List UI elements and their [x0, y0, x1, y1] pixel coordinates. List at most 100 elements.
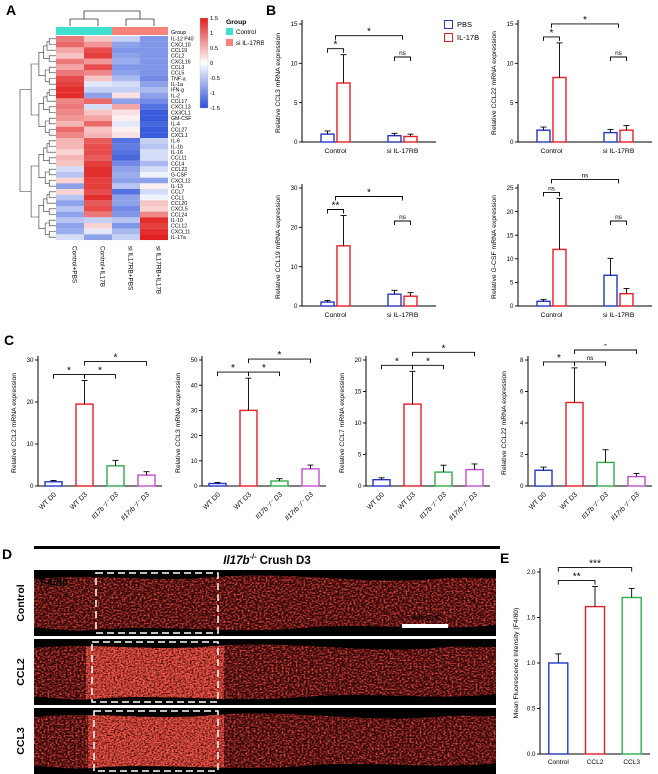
bar: [301, 468, 320, 487]
bar: [403, 403, 422, 487]
group-label: si IL-17RB: [603, 312, 635, 319]
group-annotation-cell: [84, 27, 112, 35]
gene-label: IL-16: [171, 150, 183, 156]
heatmap-cell: [140, 58, 168, 65]
bar: [403, 135, 418, 143]
heatmap-cell: [112, 194, 140, 201]
heatmap-cell: [140, 53, 168, 59]
category-label: Il17b⁻/⁻ D3: [419, 491, 448, 520]
gene-label: CXCL11: [171, 229, 190, 235]
heatmap-cell: [112, 41, 140, 48]
heatmap-cell: [112, 109, 140, 116]
gene-label: IL-10: [171, 218, 183, 224]
sig-label: **: [332, 201, 340, 212]
heatmap-cell: [84, 211, 112, 218]
heatmap-cell: [112, 172, 140, 178]
heatmap-cell: [56, 58, 84, 65]
sig-label: *: [604, 344, 608, 352]
sig-label: **: [573, 572, 581, 583]
gene-label: CXCL5: [171, 207, 188, 213]
heatmap-cell: [84, 189, 112, 195]
svg-text:10: 10: [27, 441, 34, 448]
gene-label: CXCL13: [171, 105, 191, 111]
heatmap-cell: [56, 206, 84, 212]
heatmap-cell: [140, 172, 168, 178]
sig-bracket: [557, 580, 596, 585]
scale-bar-label: 400 μm: [412, 613, 439, 622]
legend-swatch: [226, 28, 233, 35]
heatmap-cell: [140, 189, 168, 195]
heatmap-cell: [140, 217, 168, 224]
scale-tick-label: -1.5: [210, 106, 220, 112]
bar: [44, 481, 63, 487]
sig-bracket: [543, 36, 560, 41]
bar-chart-svg: 0 5 10 15 20 Relative CCL7 mRNA expression WT …: [339, 343, 490, 522]
heatmap-cell: [112, 149, 140, 156]
image-row-label: CCL2: [15, 658, 27, 686]
heatmap-cell: [84, 172, 112, 178]
gene-label: CCL20: [171, 201, 187, 207]
heatmap-cell: [84, 109, 112, 116]
svg-text:30: 30: [291, 185, 298, 192]
group-label: Control: [541, 312, 563, 319]
category-label: Il17b⁻/⁻ D3: [255, 491, 284, 520]
sig-label: ns: [615, 50, 623, 57]
heatmap-cell: [56, 217, 84, 224]
sig-bracket: [574, 361, 606, 366]
heatmap-cell: [56, 109, 84, 116]
bar-chart-svg: 0 2 4 6 8 Relative CCL22 mRNA expression WT D0…: [501, 341, 652, 522]
heatmap-cell: [56, 87, 84, 93]
svg-text:Group: Group: [171, 30, 186, 36]
category-label: WT D0: [202, 491, 222, 511]
svg-text:5: 5: [510, 100, 514, 107]
heatmap-cell: [140, 126, 168, 133]
bar-chart-c-ccl7: 0 5 10 15 20 Relative CCL7 mRNA expression WT …: [336, 343, 496, 545]
gene-label: IL-12 P40: [171, 37, 194, 43]
svg-text:0: 0: [510, 303, 514, 310]
y-axis-label: Relative CCL2 mRNA expression: [11, 373, 18, 473]
heatmap-cell: [140, 81, 168, 88]
heatmap-cell: [140, 115, 168, 122]
sig-label: *: [550, 28, 554, 39]
svg-text:20: 20: [291, 225, 298, 232]
gene-label: IFN-g: [171, 88, 184, 94]
gene-label: CCL5: [171, 71, 184, 77]
heatmap-cell: [140, 109, 168, 116]
heatmap-cell: [84, 115, 112, 122]
sig-bracket: [394, 56, 411, 61]
heatmap-cell: [56, 64, 84, 71]
bar: [565, 401, 584, 487]
heatmap-cell: [112, 155, 140, 161]
heatmap-cell: [56, 211, 84, 218]
heatmap-cell: [84, 121, 112, 127]
bar: [536, 129, 551, 143]
svg-text:30: 30: [191, 408, 198, 415]
legend-item: PBS: [444, 20, 479, 29]
heatmap-cell: [56, 200, 84, 207]
sig-label: *: [367, 188, 371, 199]
heatmap-cell: [56, 98, 84, 105]
sig-label: ns: [582, 172, 590, 179]
heatmap-cell: [56, 36, 84, 42]
panel-label-b: B: [266, 2, 277, 18]
heatmap-cell: [56, 189, 84, 195]
category-label: WT D3: [69, 491, 89, 511]
scale-tick-label: -1: [210, 91, 215, 97]
heatmap-cell: [112, 98, 140, 105]
heatmap-cell: [56, 160, 84, 167]
scale-tick-label: 1: [210, 31, 213, 37]
heatmap-cell: [84, 234, 112, 241]
legend-swatch: [444, 20, 453, 29]
category-label: WT D3: [233, 491, 253, 511]
group-label: si IL-17RB: [387, 148, 419, 155]
genotype-superscript: -/-: [249, 552, 257, 561]
svg-text:15: 15: [291, 21, 298, 28]
heatmap-cell: [56, 223, 84, 229]
heatmap-cell: [140, 149, 168, 156]
bar: [434, 471, 453, 487]
gene-label: CCL22: [171, 167, 187, 173]
sig-bracket: [574, 349, 637, 354]
bar-chart-svg: 0 5 10 15 20 25 Relative G-CSF mRNA expression…: [491, 172, 652, 319]
gene-label: CCL1: [171, 195, 184, 201]
bar: [320, 301, 335, 307]
